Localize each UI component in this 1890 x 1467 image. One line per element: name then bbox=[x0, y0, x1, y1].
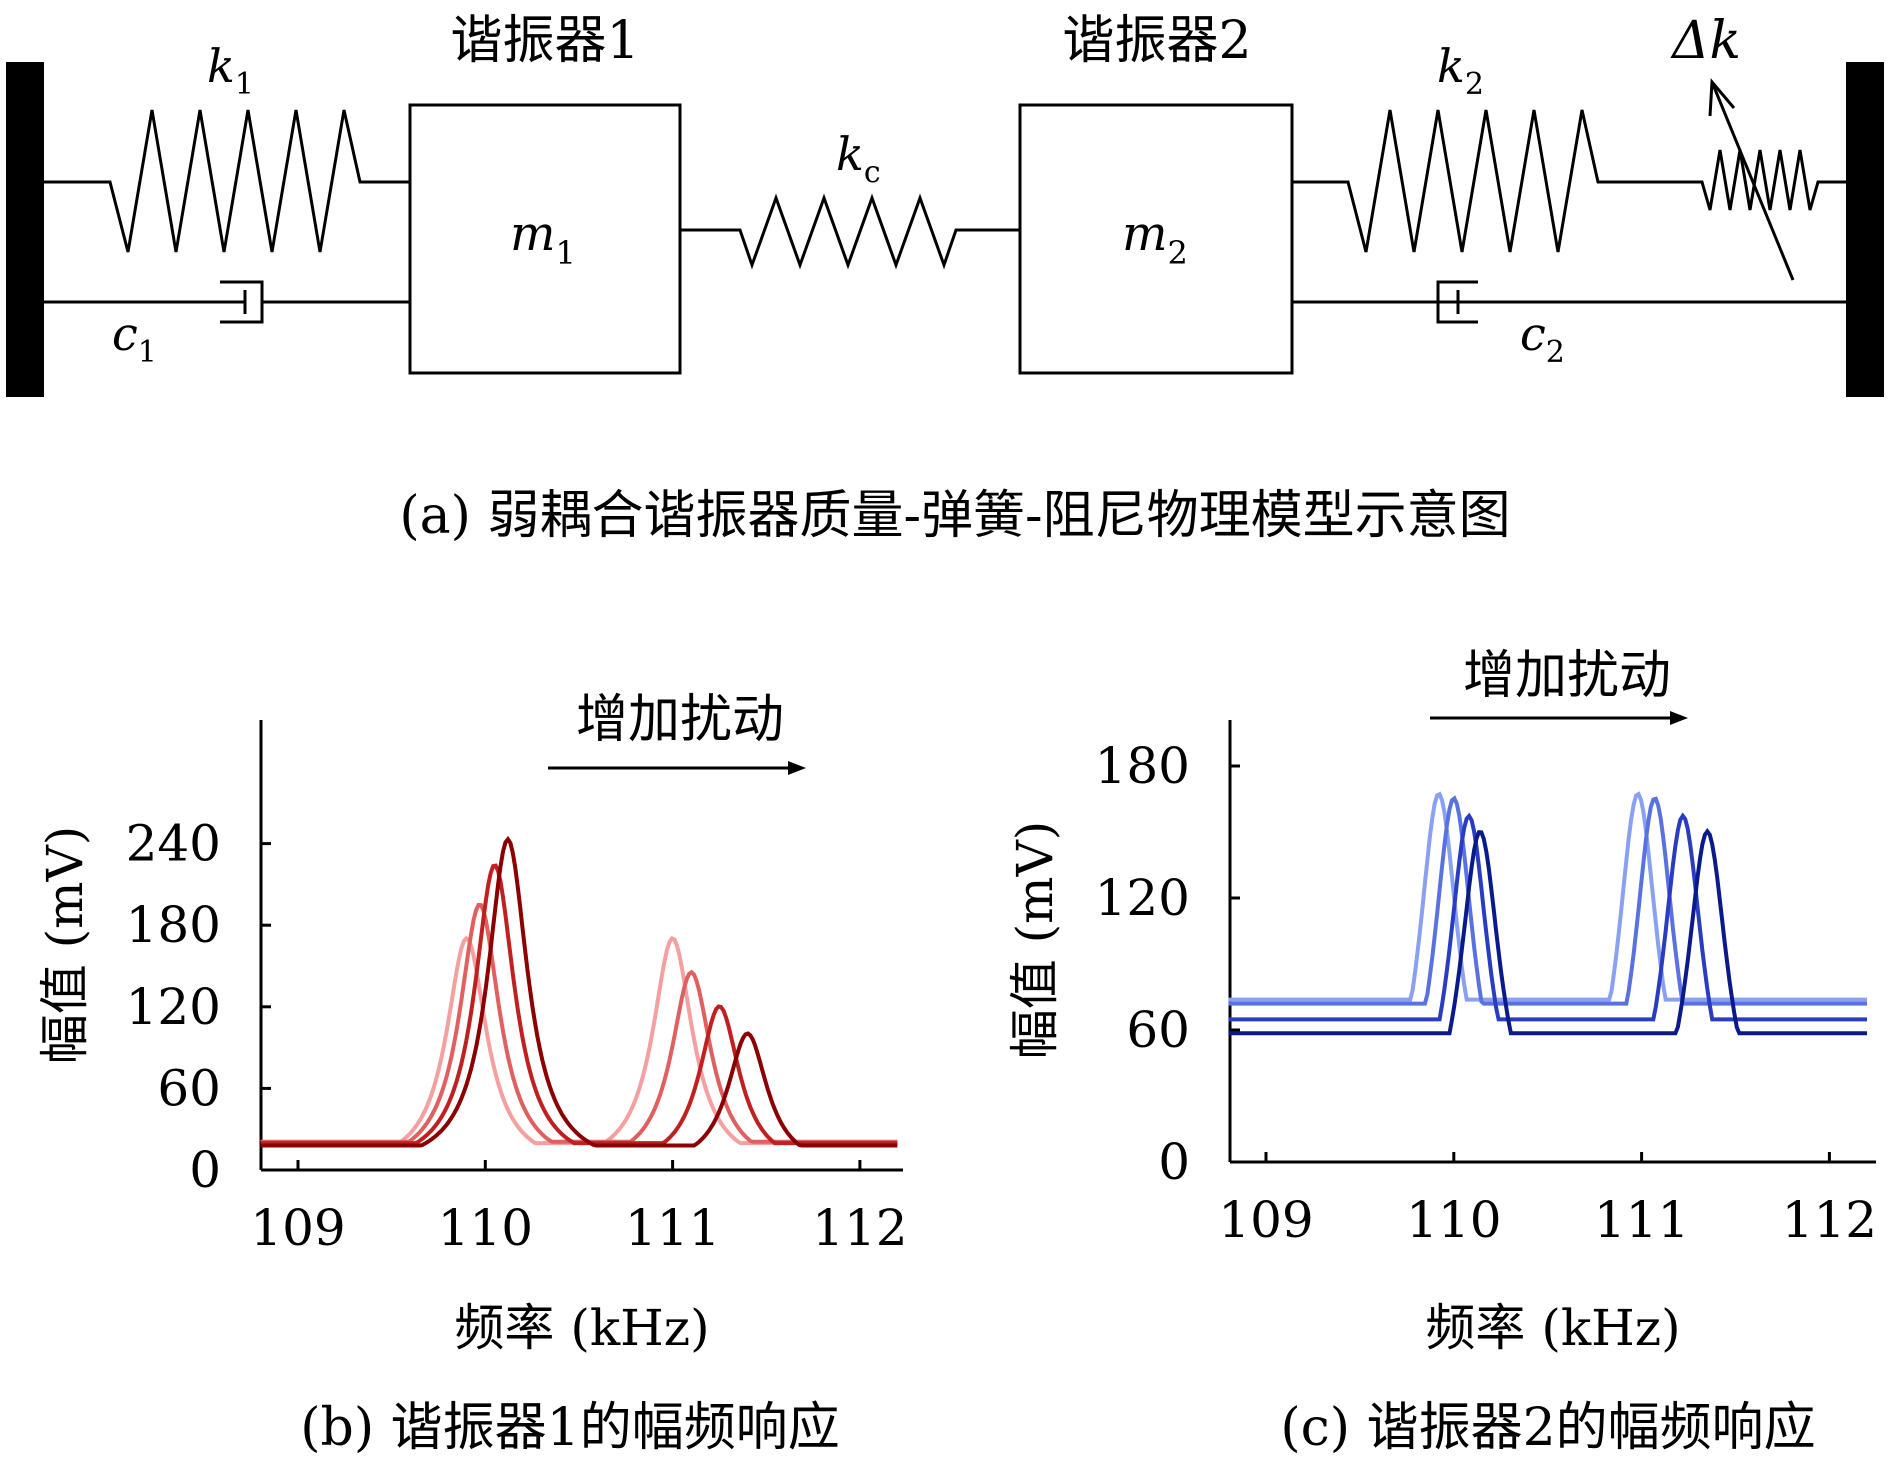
chart-b-arrow bbox=[548, 761, 806, 775]
chart-c-annotation: 增加扰动 bbox=[1463, 646, 1671, 706]
chart-c-series-4 bbox=[1228, 828, 1867, 1036]
chart-b-xtick-label: 110 bbox=[438, 1199, 533, 1257]
chart-c-ticks: 109 110 111 112 0 60 120 180 bbox=[1095, 737, 1878, 1249]
chart-b-xtick-label: 109 bbox=[250, 1199, 345, 1257]
right-wall bbox=[1846, 62, 1884, 397]
chart-b-ytick-label: 180 bbox=[126, 896, 221, 954]
delta-k-arrow bbox=[1708, 78, 1795, 281]
chart-c-xtick-label: 109 bbox=[1218, 1191, 1313, 1249]
chart-c-xtick-label: 112 bbox=[1782, 1191, 1877, 1249]
spring-kc bbox=[680, 193, 1020, 270]
chart-c-ytick-label: 120 bbox=[1095, 869, 1190, 927]
k2-label: k2 bbox=[1437, 39, 1484, 102]
chart-b-series-2 bbox=[260, 902, 898, 1144]
chart-c-xlabel: 频率 (kHz) bbox=[1425, 1299, 1680, 1357]
chart-b-ytick-label: 60 bbox=[157, 1059, 221, 1117]
chart-b-ytick-label: 0 bbox=[189, 1141, 221, 1199]
mass-m2-box bbox=[1018, 103, 1294, 375]
kc-label: kc bbox=[836, 127, 881, 190]
chart-b-ticks: 109 110 111 112 0 60 120 180 240 bbox=[126, 815, 908, 1257]
chart-c-series-2 bbox=[1228, 795, 1867, 1006]
resonator2-label: 谐振器2 bbox=[1062, 11, 1251, 71]
chart-b: 109 110 111 112 0 60 120 180 240 幅值 (mV) 频率 (kHz… bbox=[36, 690, 908, 1458]
chart-c-xtick-label: 111 bbox=[1594, 1191, 1689, 1249]
c1-label: c1 bbox=[112, 307, 157, 370]
chart-c-ytick-label: 180 bbox=[1095, 737, 1190, 795]
delta-k-label: Δk bbox=[1670, 11, 1741, 71]
chart-b-xtick-label: 111 bbox=[625, 1199, 720, 1257]
chart-c-series-1 bbox=[1228, 791, 1867, 1002]
panel-a-diagram: 谐振器1 谐振器2 k1 k2 kc m1 m2 c1 c2 Δk (a) 弱耦… bbox=[6, 11, 1884, 546]
chart-c-lines bbox=[1228, 791, 1867, 1036]
caption-a: (a) 弱耦合谐振器质量-弹簧-阻尼物理模型示意图 bbox=[399, 486, 1510, 546]
chart-c-xtick-label: 110 bbox=[1406, 1191, 1501, 1249]
chart-c-ytick-label: 0 bbox=[1158, 1133, 1190, 1191]
chart-b-xtick-label: 112 bbox=[812, 1199, 907, 1257]
chart-b-series-3 bbox=[260, 863, 898, 1146]
spring-k1 bbox=[44, 109, 410, 253]
spring-k2 bbox=[1292, 109, 1690, 253]
chart-b-series-4 bbox=[260, 835, 898, 1148]
chart-c-ylabel: 幅值 (mV) bbox=[1006, 821, 1064, 1059]
chart-c-series-3 bbox=[1228, 812, 1867, 1022]
m1-label: m1 bbox=[510, 206, 576, 272]
chart-b-ylabel: 幅值 (mV) bbox=[36, 826, 94, 1064]
chart-b-annotation: 增加扰动 bbox=[576, 690, 784, 750]
c2-label: c2 bbox=[1520, 307, 1565, 370]
chart-b-lines bbox=[260, 835, 898, 1148]
chart-b-xlabel: 频率 (kHz) bbox=[454, 1299, 709, 1357]
caption-c: (c) 谐振器2的幅频响应 bbox=[1280, 1398, 1815, 1458]
resonator1-label: 谐振器1 bbox=[450, 11, 639, 71]
k1-label: k1 bbox=[207, 39, 254, 102]
left-wall bbox=[6, 62, 44, 397]
chart-c-ytick-label: 60 bbox=[1126, 1001, 1190, 1059]
chart-b-series-1 bbox=[260, 935, 898, 1146]
damper-c1 bbox=[44, 280, 410, 324]
damper-c2 bbox=[1292, 280, 1846, 324]
chart-b-ytick-label: 120 bbox=[126, 978, 221, 1036]
chart-c-arrow bbox=[1430, 711, 1688, 725]
mass-m1-box bbox=[408, 103, 682, 375]
spring-delta-k bbox=[1690, 149, 1846, 211]
chart-b-ytick-label: 240 bbox=[126, 815, 221, 873]
caption-b: (b) 谐振器1的幅频响应 bbox=[300, 1398, 839, 1458]
chart-c: 109 110 111 112 0 60 120 180 幅值 (mV) 频率 (kHz) 增… bbox=[1006, 646, 1877, 1458]
m2-label: m2 bbox=[1122, 206, 1188, 272]
